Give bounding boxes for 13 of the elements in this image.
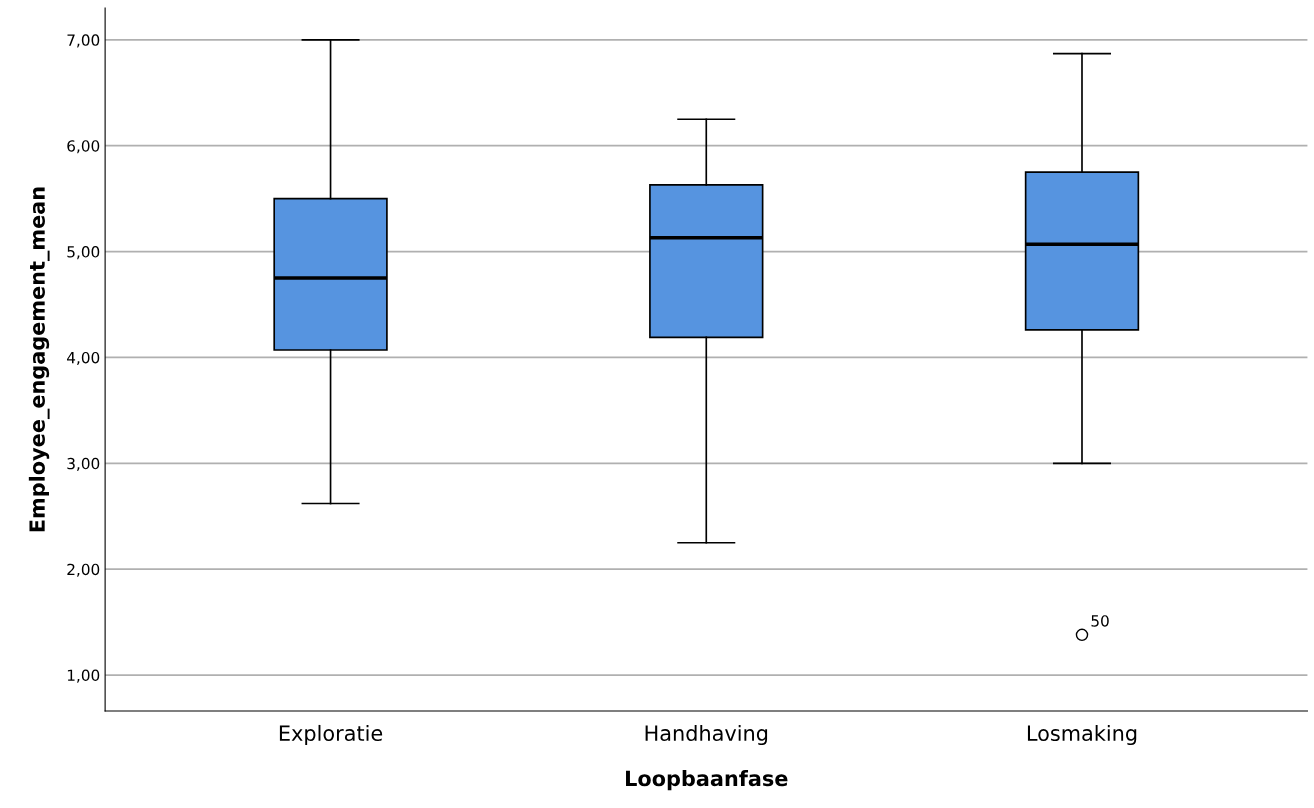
y-tick-label: 6,00 xyxy=(67,140,100,154)
x-tick-label: Handhaving xyxy=(645,724,768,746)
x-axis-title: Loopbaanfase xyxy=(626,770,788,791)
y-tick-label: 4,00 xyxy=(66,351,100,366)
x-tick-label: Losmaking xyxy=(1027,724,1137,746)
annotation: 50 xyxy=(1091,615,1109,627)
y-axis-title: Employee_engagement_mean xyxy=(28,187,50,532)
x-tick-label: Exploratie xyxy=(279,724,383,746)
y-tick-label: 5,00 xyxy=(67,246,100,260)
y-tick-label: 1,00 xyxy=(67,669,100,683)
y-tick-label: 7,00 xyxy=(67,34,100,48)
y-tick-label: 2,00 xyxy=(67,563,100,577)
y-tick-label: 3,00 xyxy=(67,457,100,471)
